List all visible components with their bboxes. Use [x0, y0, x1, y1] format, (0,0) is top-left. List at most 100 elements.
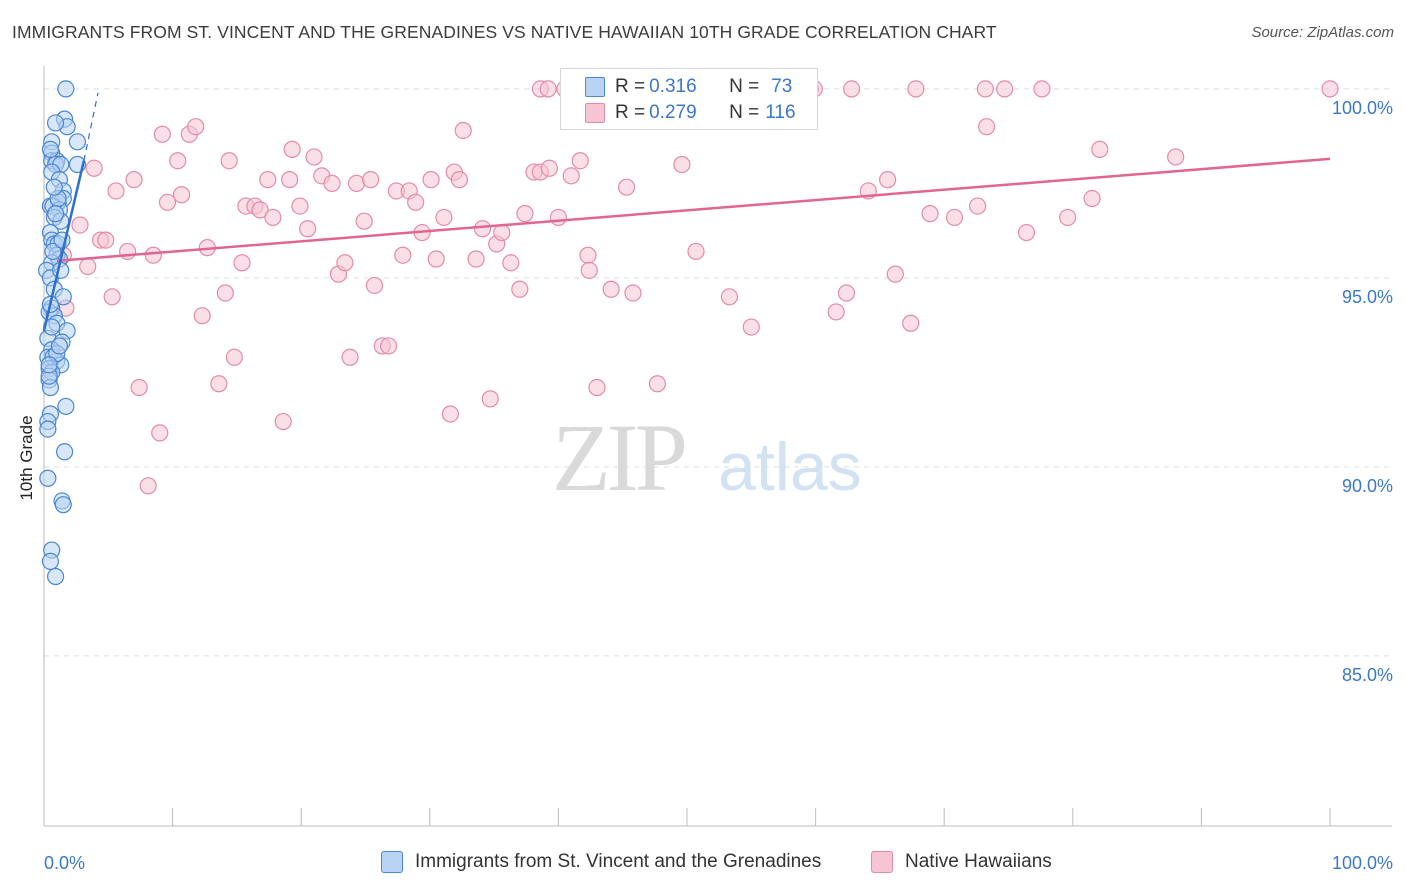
data-point — [907, 80, 925, 98]
watermark: ZIP atlas — [552, 404, 862, 511]
data-point — [54, 496, 72, 514]
data-point — [549, 208, 568, 227]
data-point — [427, 250, 445, 268]
data-point — [40, 356, 58, 374]
data-point — [347, 174, 366, 192]
data-point — [879, 171, 897, 189]
data-point — [394, 246, 412, 264]
data-point — [720, 288, 739, 306]
data-point — [79, 257, 97, 276]
data-point — [467, 250, 485, 268]
legend-n-label: N = — [729, 76, 760, 97]
data-point — [422, 171, 440, 189]
data-point — [617, 178, 636, 196]
data-point — [1091, 140, 1109, 158]
data-point — [173, 186, 191, 204]
data-point — [336, 254, 354, 272]
data-point — [251, 201, 269, 219]
data-point — [85, 159, 103, 177]
watermark-zip: ZIP — [552, 404, 685, 511]
data-point — [902, 314, 920, 332]
y-tick-label: 100.0% — [1332, 98, 1393, 118]
data-point — [1059, 208, 1077, 227]
data-point — [742, 318, 760, 336]
data-point — [511, 280, 529, 298]
data-point — [169, 152, 187, 170]
data-point — [673, 155, 691, 174]
data-point — [827, 303, 845, 321]
trend-line-blue-extension — [83, 92, 99, 161]
legend-n-value: 73 — [771, 76, 793, 97]
chart-title: IMMIGRANTS FROM ST. VINCENT AND THE GREN… — [12, 22, 997, 42]
data-point — [886, 265, 904, 283]
data-point — [365, 276, 384, 295]
data-point — [473, 220, 492, 238]
data-point — [41, 552, 60, 571]
legend-n-label: N = — [729, 102, 760, 123]
data-point — [225, 348, 243, 366]
data-point — [57, 397, 75, 416]
data-point — [41, 140, 60, 158]
data-point — [323, 174, 341, 192]
data-point — [588, 378, 606, 397]
legend-swatch-blue — [381, 851, 403, 873]
data-point — [153, 125, 171, 143]
data-point — [68, 133, 87, 151]
stats-legend: R = 0.316 N = 73 R = 0.279 N = 116 — [560, 68, 818, 130]
watermark-atlas: atlas — [718, 429, 862, 505]
data-point — [46, 114, 65, 132]
data-point — [118, 242, 137, 261]
legend-label: Native Hawaiians — [905, 851, 1052, 872]
data-point — [516, 205, 534, 223]
data-point — [648, 375, 667, 393]
data-point — [945, 208, 964, 227]
data-point — [216, 284, 234, 302]
trend-line-blue — [42, 160, 86, 332]
y-tick-label: 85.0% — [1342, 665, 1393, 685]
legend-r-value: 0.279 — [649, 102, 697, 123]
legend-swatch-pink — [585, 103, 605, 123]
data-point — [579, 246, 597, 264]
data-point — [602, 280, 620, 298]
data-point — [54, 288, 72, 306]
data-point — [380, 337, 398, 355]
data-point — [220, 152, 238, 170]
trend-line-pink — [56, 157, 1331, 263]
legend-swatch-pink — [871, 851, 893, 873]
data-point — [299, 220, 317, 238]
data-point — [45, 178, 63, 196]
data-point — [493, 223, 511, 242]
data-point — [139, 477, 157, 495]
legend-n-value: 116 — [765, 102, 796, 123]
data-point — [130, 378, 148, 397]
data-point — [259, 171, 277, 189]
x-tick-label: 100.0% — [1332, 853, 1393, 873]
data-point — [39, 469, 57, 487]
data-point — [57, 80, 75, 98]
data-point — [305, 148, 323, 166]
data-point — [1017, 223, 1036, 242]
legend-r-label: R = — [615, 76, 646, 97]
data-point — [454, 121, 472, 140]
legend-swatch-blue — [585, 77, 605, 97]
legend-item-immigrants[interactable]: Immigrants from St. Vincent and the Gren… — [381, 851, 821, 873]
data-point — [362, 171, 380, 189]
legend-r-value: 0.316 — [649, 76, 697, 97]
pink-series — [54, 80, 1339, 495]
x-tick-label: 0.0% — [44, 853, 85, 873]
data-point — [341, 348, 359, 366]
data-point — [571, 152, 589, 170]
blue-series — [37, 80, 87, 586]
data-point — [450, 171, 468, 189]
data-point — [1167, 148, 1185, 166]
data-point — [264, 208, 282, 227]
grid-lines — [44, 88, 1392, 657]
data-point — [97, 231, 115, 249]
data-point — [44, 242, 62, 261]
data-point — [687, 242, 705, 261]
data-point — [210, 375, 228, 393]
legend-item-native-hawaiians[interactable]: Native Hawaiians — [871, 851, 1052, 873]
data-point — [46, 205, 65, 223]
data-point — [125, 171, 143, 189]
